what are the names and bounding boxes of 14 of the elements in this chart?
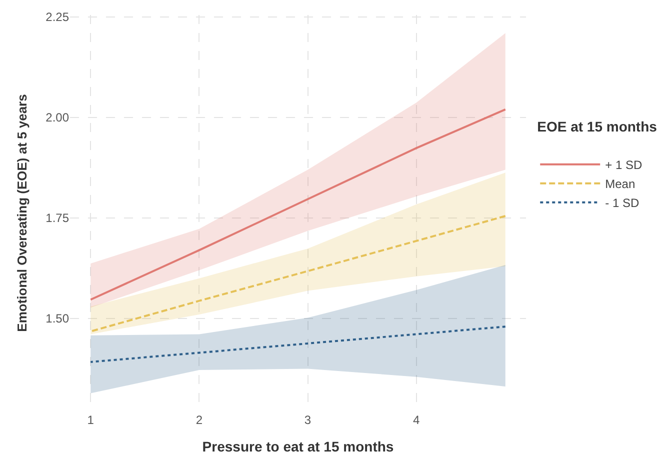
y-tick-label: 2.25 <box>46 10 70 24</box>
x-tick-label: 3 <box>304 413 312 427</box>
legend-label: Mean <box>605 177 636 192</box>
y-tick-label: 2.00 <box>46 110 70 125</box>
legend-label: - 1 SD <box>605 196 640 210</box>
x-tick-label: 4 <box>412 413 420 427</box>
x-tick-label: 1 <box>87 413 94 427</box>
y-axis-title: Emotional Overeating (EOE) at 5 years <box>14 94 30 332</box>
y-tick-label: 1.75 <box>46 211 70 226</box>
y-tick-label: 1.50 <box>46 312 70 326</box>
legend-label: + 1 SD <box>605 158 642 172</box>
legend-title: EOE at 15 months <box>537 118 658 135</box>
x-axis-title: Pressure to eat at 15 months <box>202 438 394 454</box>
x-tick-label: 2 <box>196 413 203 427</box>
